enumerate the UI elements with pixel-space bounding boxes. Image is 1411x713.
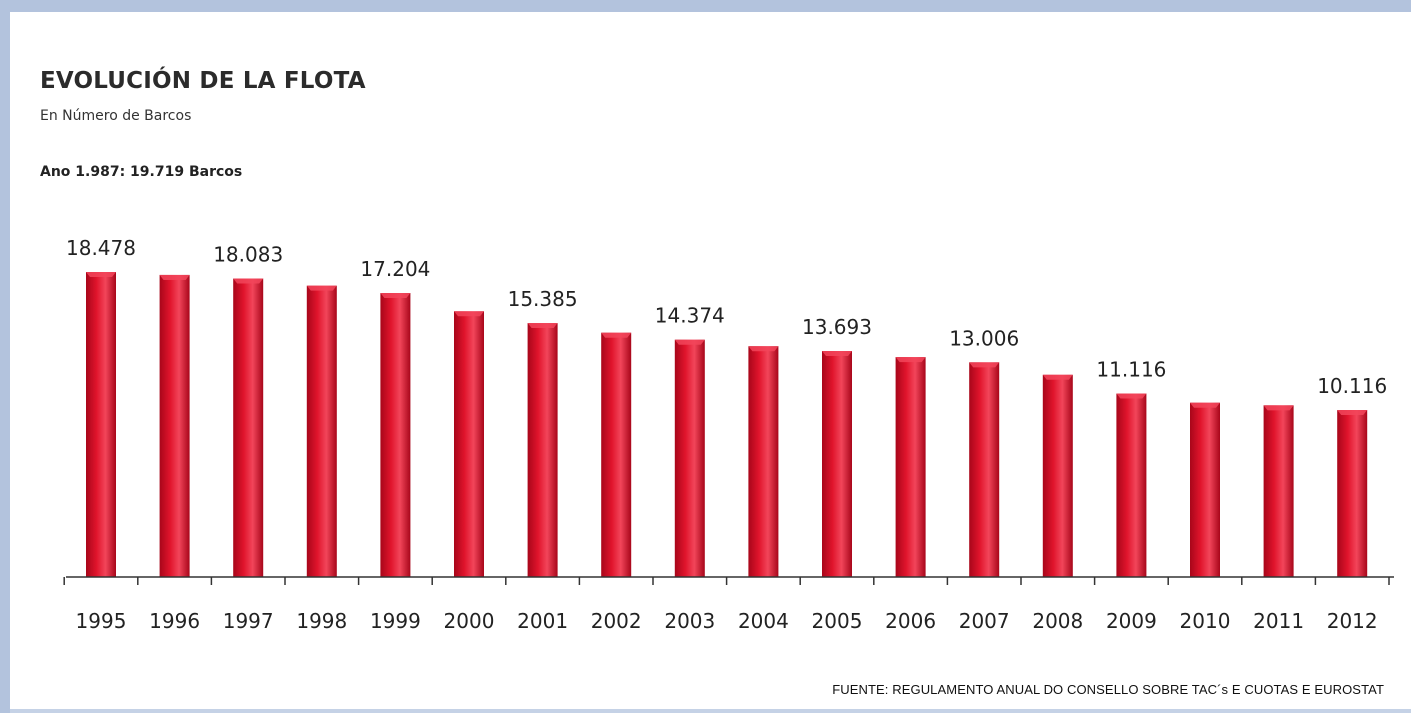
bar-2004 xyxy=(748,346,779,577)
tick-label-2007: 2007 xyxy=(959,609,1010,633)
tick-label-2006: 2006 xyxy=(885,609,936,633)
bar-1998 xyxy=(306,285,337,577)
bar-2006 xyxy=(895,357,926,577)
bar-2009 xyxy=(1116,393,1147,577)
tick-label-2008: 2008 xyxy=(1032,609,1083,633)
bar-1999 xyxy=(380,293,411,577)
chart-title: EVOLUCIÓN DE LA FLOTA xyxy=(40,68,366,94)
data-label-2007: 13.006 xyxy=(949,326,1019,350)
data-label-1999: 17.204 xyxy=(360,257,430,281)
bar-1995 xyxy=(86,272,116,577)
tick-label-1996: 1996 xyxy=(149,609,200,633)
data-label-2001: 15.385 xyxy=(508,287,578,311)
tick-label-2001: 2001 xyxy=(517,609,568,633)
tick-label-2005: 2005 xyxy=(812,609,863,633)
data-label-2012: 10.116 xyxy=(1317,374,1387,398)
frame-bottom-border xyxy=(10,709,1411,713)
tick-label-2010: 2010 xyxy=(1180,609,1231,633)
tick-label-2009: 2009 xyxy=(1106,609,1157,633)
tick-label-1998: 1998 xyxy=(296,609,347,633)
tick-label-2004: 2004 xyxy=(738,609,789,633)
data-label-2005: 13.693 xyxy=(802,315,872,339)
data-label-1997: 18.083 xyxy=(213,243,283,267)
chart-subtitle: En Número de Barcos xyxy=(40,108,192,124)
tick-label-2012: 2012 xyxy=(1327,609,1378,633)
tick-label-2000: 2000 xyxy=(444,609,495,633)
bar-2005 xyxy=(822,350,852,577)
bar-1996 xyxy=(159,274,190,577)
tick-label-1997: 1997 xyxy=(223,609,274,633)
bar-2008 xyxy=(1042,374,1073,577)
bar-2011 xyxy=(1263,405,1294,577)
reference-note: Ano 1.987: 19.719 Barcos xyxy=(40,164,243,180)
data-label-1995: 18.478 xyxy=(66,236,136,260)
x-axis xyxy=(63,576,1394,585)
bars-layer xyxy=(86,272,1368,577)
bar-2001 xyxy=(527,323,558,577)
frame-top-border xyxy=(0,0,1411,12)
data-labels-layer: 18.478 18.083 17.204 15.385 14.374 13.693 13.0… xyxy=(66,236,1387,398)
bar-2007 xyxy=(969,362,1000,577)
tick-label-1995: 1995 xyxy=(76,609,127,633)
tick-label-1999: 1999 xyxy=(370,609,421,633)
data-label-2003: 14.374 xyxy=(655,304,725,328)
bar-2012 xyxy=(1337,410,1368,577)
bar-1997 xyxy=(233,278,264,577)
tick-labels-layer: 1995 1996 1997 1998 1999 2000 2001 2002 2003 2004… xyxy=(76,609,1378,633)
bar-2000 xyxy=(454,311,484,577)
bar-2002 xyxy=(601,332,632,577)
data-label-2009: 11.116 xyxy=(1096,358,1166,382)
source-note: FUENTE: REGULAMENTO ANUAL DO CONSELLO SO… xyxy=(832,682,1384,697)
frame-left-border xyxy=(0,0,10,713)
tick-label-2002: 2002 xyxy=(591,609,642,633)
bar-2010 xyxy=(1190,402,1220,577)
bar-2003 xyxy=(674,339,705,577)
tick-label-2003: 2003 xyxy=(664,609,715,633)
tick-label-2011: 2011 xyxy=(1253,609,1304,633)
